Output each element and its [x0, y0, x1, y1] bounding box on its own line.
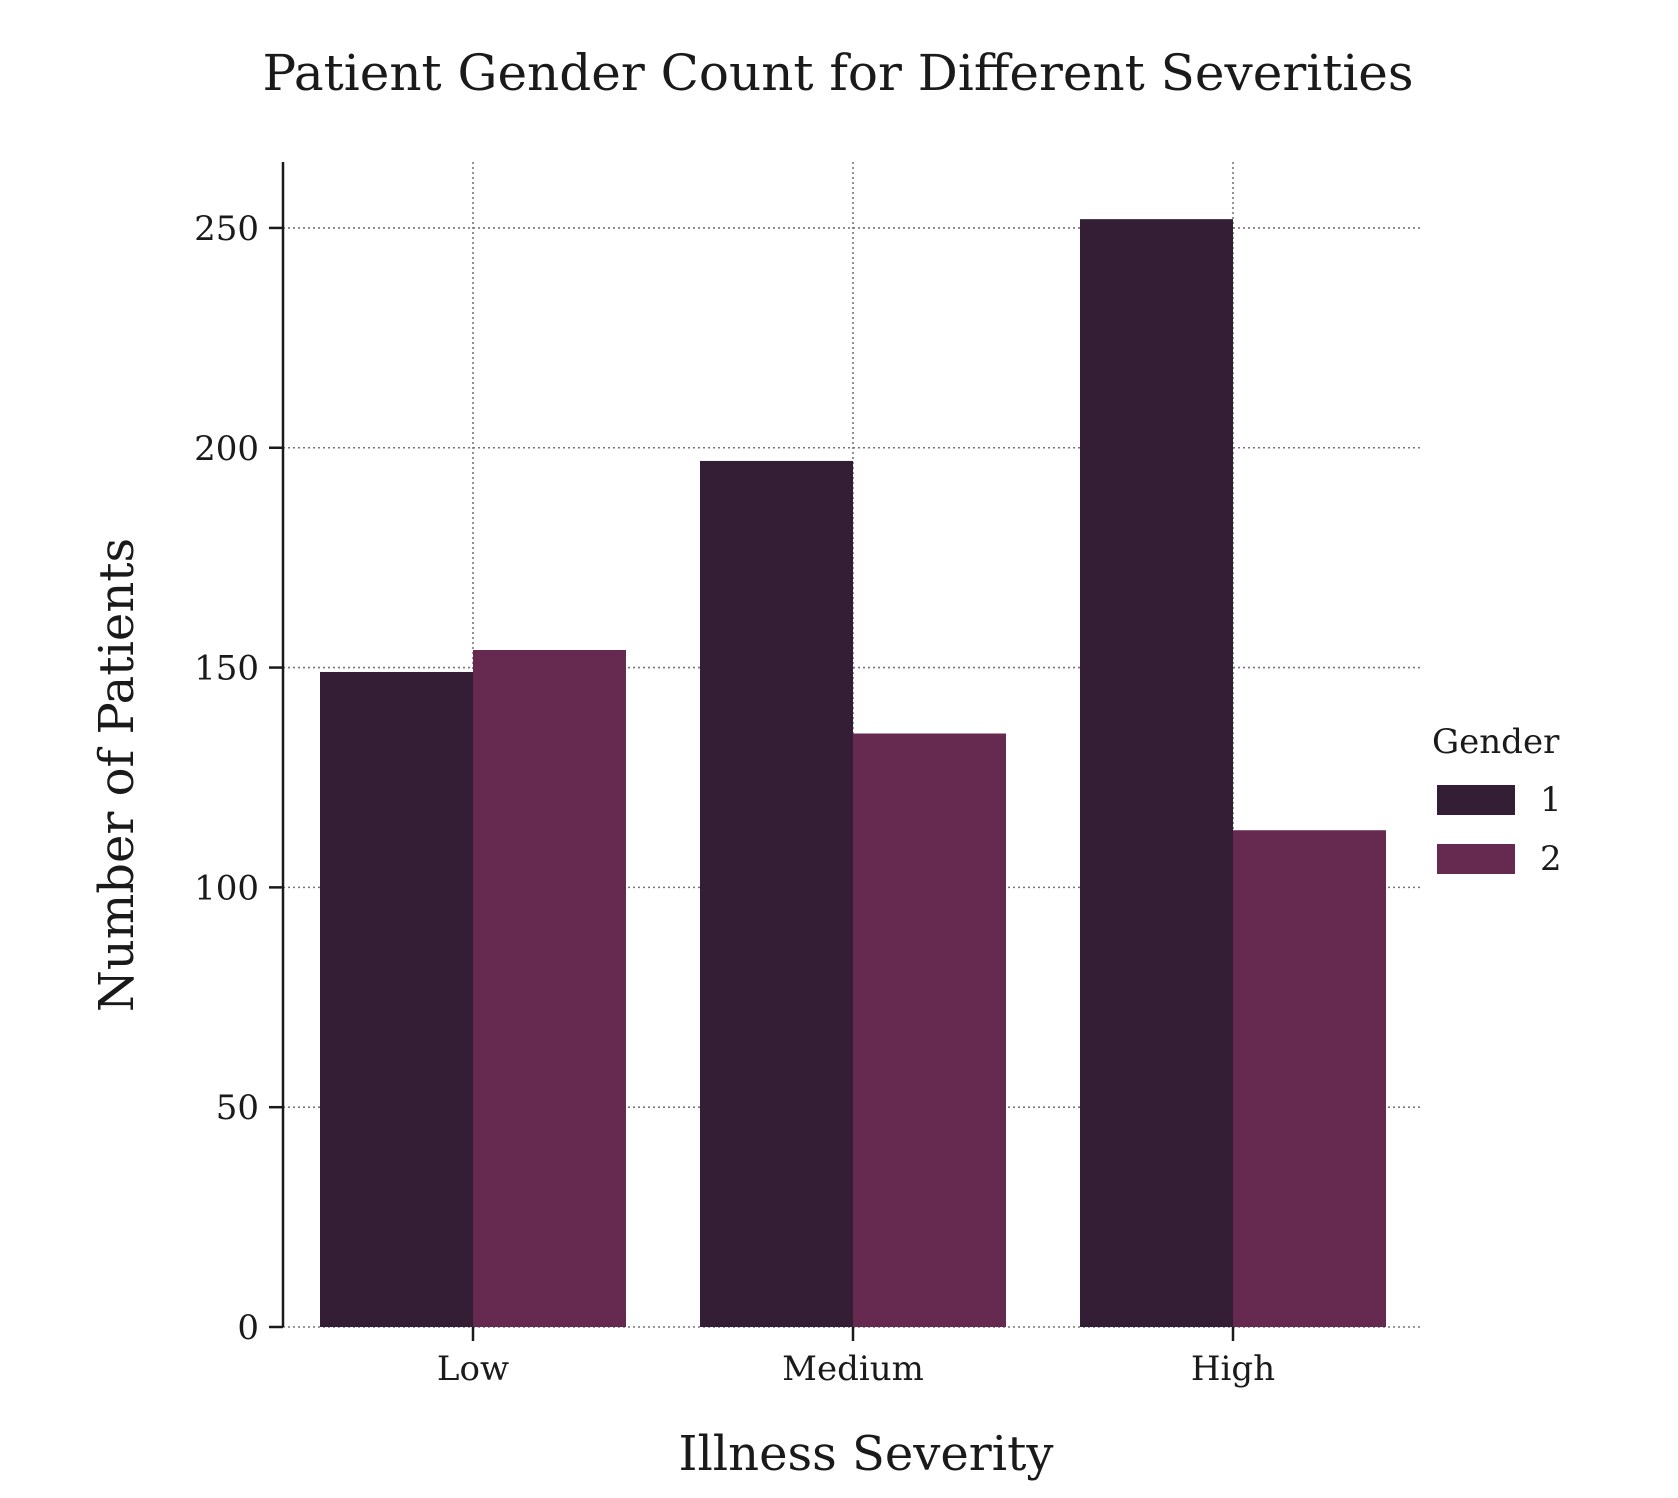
bar-high-gender-2: [1233, 830, 1386, 1327]
y-tick-label: 50: [216, 1088, 259, 1128]
bar-low-gender-2: [473, 649, 626, 1327]
x-tick-label: Medium: [782, 1349, 924, 1389]
chart-title: Patient Gender Count for Different Sever…: [262, 44, 1413, 102]
x-tick-label: High: [1191, 1349, 1275, 1389]
x-axis-label: Illness Severity: [678, 1426, 1053, 1482]
legend-label-gender-1: 1: [1540, 780, 1562, 820]
y-axis-label: Number of Patients: [89, 538, 145, 1012]
y-tick-label: 100: [194, 868, 259, 908]
y-tick-label: 200: [194, 429, 259, 469]
legend-title: Gender: [1432, 722, 1560, 762]
bar-medium-gender-1: [700, 460, 853, 1328]
bar-medium-gender-2: [853, 733, 1006, 1327]
y-tick-label: 150: [194, 649, 259, 689]
y-tick-label: 250: [194, 209, 259, 249]
legend-swatch-gender-2: [1437, 844, 1515, 874]
legend: Gender 1 2: [1432, 722, 1562, 879]
x-tick-label: Low: [437, 1349, 509, 1389]
legend-label-gender-2: 2: [1540, 839, 1562, 879]
y-tick-label: 0: [237, 1308, 259, 1348]
ticks: 0 50 100 150 200 250 Low Medium High: [194, 209, 1275, 1389]
legend-swatch-gender-1: [1437, 785, 1515, 815]
bars: [320, 219, 1386, 1328]
bar-low-gender-1: [320, 671, 473, 1327]
bar-high-gender-1: [1080, 219, 1233, 1328]
